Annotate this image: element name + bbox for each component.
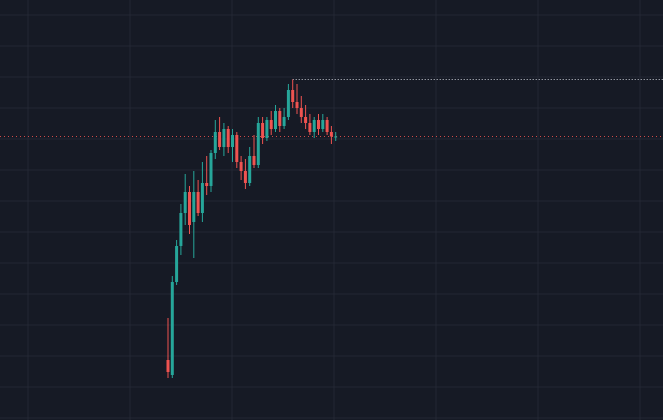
candle-body (295, 102, 299, 108)
candle-body (170, 282, 174, 375)
candle (312, 117, 316, 138)
candle-body (265, 120, 269, 138)
candle-body (179, 213, 183, 246)
candle-body (286, 90, 290, 117)
candle-body (239, 162, 243, 171)
candle (286, 84, 290, 120)
candle-body (334, 136, 338, 138)
candle-body (299, 108, 303, 117)
candle (308, 114, 312, 135)
candle (183, 174, 187, 225)
candle-body (321, 120, 325, 129)
candle-body (235, 135, 239, 162)
candle-body (192, 192, 196, 222)
candle-body (205, 183, 209, 186)
candle (226, 126, 230, 153)
candle-body (243, 171, 247, 183)
candle (188, 186, 191, 234)
candle (170, 276, 174, 378)
candle-body (200, 183, 204, 213)
candle (295, 84, 299, 114)
candle-body (218, 132, 222, 147)
candle (213, 120, 217, 159)
candle (175, 240, 179, 285)
candle (274, 105, 277, 132)
candle (196, 180, 200, 216)
candle (334, 132, 338, 141)
candle-body (325, 120, 329, 132)
candle-body (274, 111, 277, 129)
candle-body (222, 129, 226, 147)
candle-body (209, 153, 213, 186)
candle (256, 117, 260, 168)
candle-body (188, 192, 191, 225)
candle (222, 123, 226, 156)
candle-body (166, 360, 170, 372)
candle-body (317, 120, 320, 129)
candle (192, 171, 196, 258)
candle (209, 150, 213, 192)
candle (325, 117, 329, 135)
candle-body (226, 129, 230, 147)
candle-body (282, 117, 286, 126)
candle (261, 117, 265, 144)
candle-body (183, 192, 187, 213)
candles (166, 79, 338, 378)
candle-body (304, 117, 308, 123)
candle-body (278, 111, 282, 126)
candle (304, 105, 308, 129)
candle (321, 114, 325, 132)
candle (179, 204, 183, 255)
candle-body (308, 123, 312, 132)
candle (269, 111, 273, 135)
candle (248, 147, 252, 186)
candle (329, 126, 333, 144)
candle-body (252, 156, 256, 165)
candle-body (329, 132, 333, 137)
candle-body (231, 135, 234, 147)
candle (299, 96, 303, 123)
candle-body (256, 123, 260, 165)
candle (282, 108, 286, 129)
candle (239, 156, 243, 180)
candle (200, 162, 204, 222)
candle (231, 129, 234, 162)
candle (252, 135, 256, 168)
candle (265, 117, 269, 141)
candle-body (291, 90, 295, 102)
candle-body (261, 123, 265, 138)
candle-body (196, 192, 200, 213)
candle (243, 159, 247, 189)
candle-body (175, 246, 179, 282)
candle-body (312, 120, 316, 132)
candle (166, 318, 170, 378)
candle (291, 79, 295, 108)
candle (317, 114, 320, 135)
candle (278, 108, 282, 132)
candle-body (213, 132, 217, 153)
candle-body (269, 120, 273, 129)
candle (218, 117, 222, 150)
candle (205, 156, 209, 195)
candle (235, 132, 239, 168)
reference-lines (0, 79, 663, 137)
candle-body (248, 156, 252, 183)
